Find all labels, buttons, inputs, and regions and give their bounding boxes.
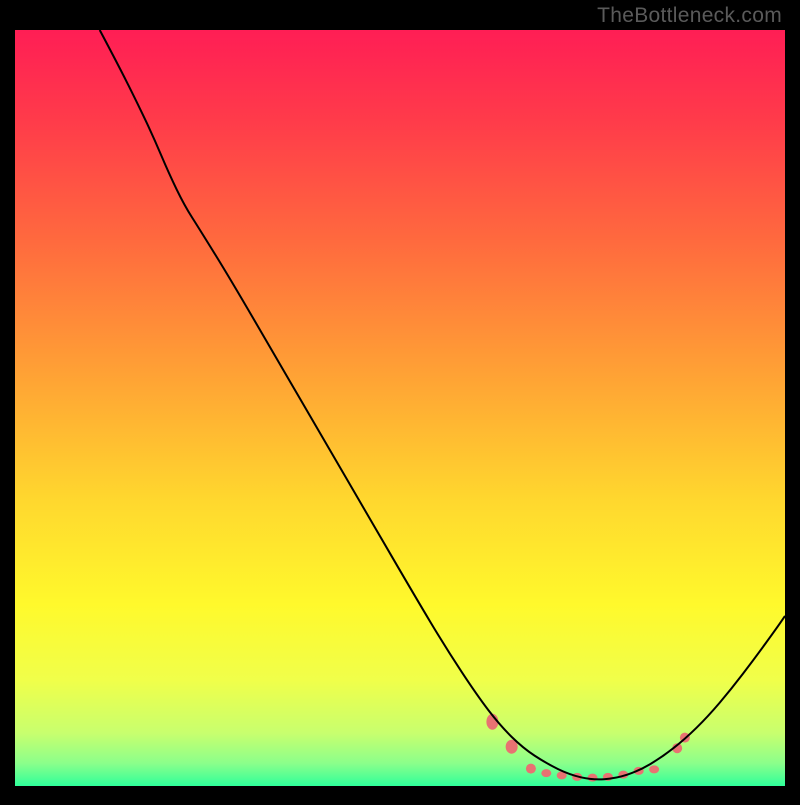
scatter-marker	[588, 774, 598, 782]
chart-container: TheBottleneck.com	[0, 0, 800, 800]
scatter-marker	[649, 765, 659, 773]
plot-background	[15, 30, 785, 786]
scatter-marker	[541, 769, 551, 777]
watermark-text: TheBottleneck.com	[597, 4, 782, 28]
bottleneck-chart	[0, 0, 800, 800]
scatter-marker	[526, 764, 536, 774]
